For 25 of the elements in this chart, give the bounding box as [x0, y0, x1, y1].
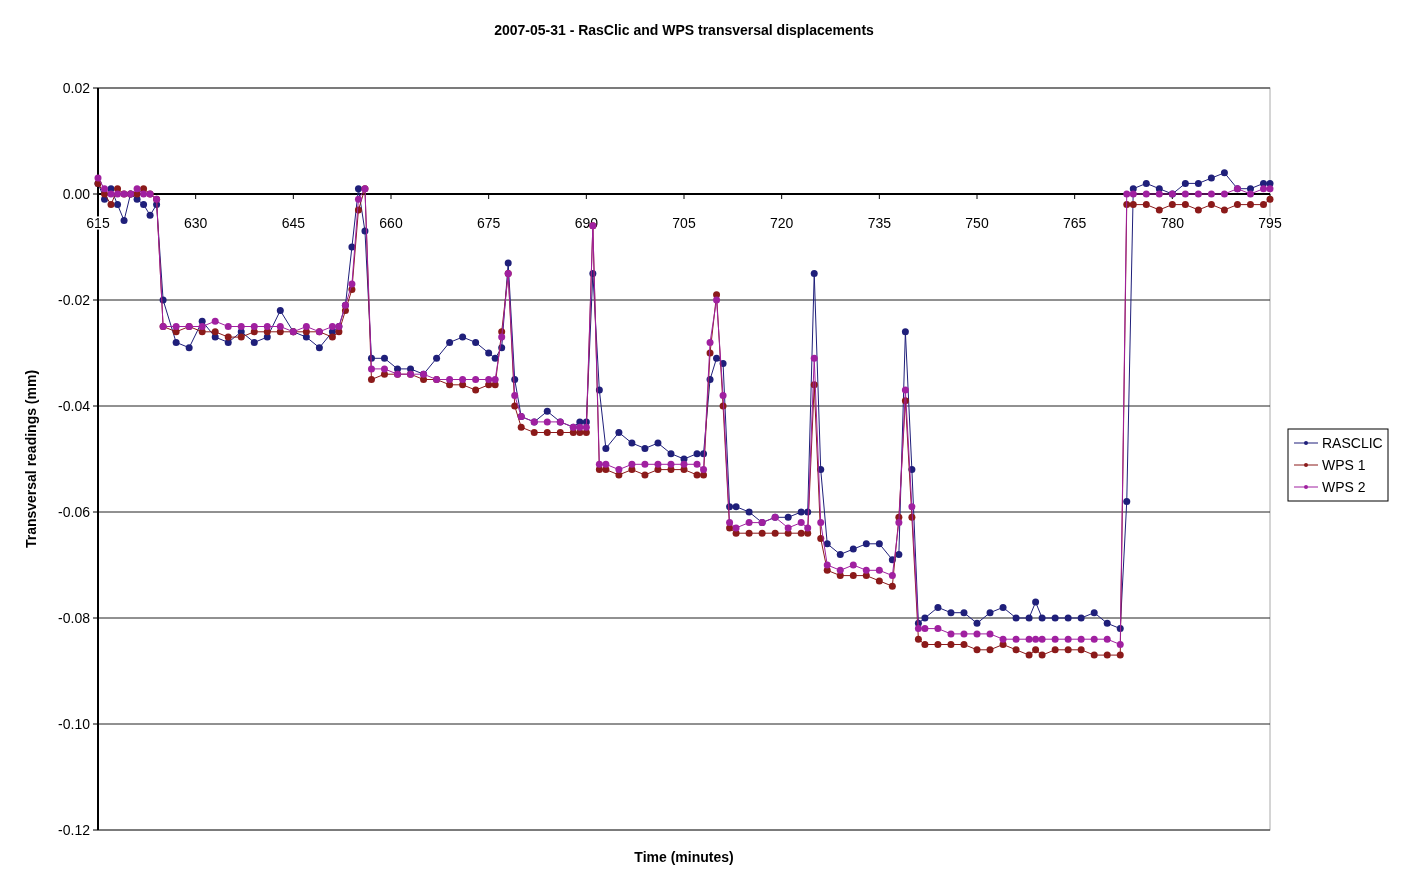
x-tick-label: 735	[867, 215, 892, 231]
x-tick-label: 675	[476, 215, 501, 231]
x-tick-label: 750	[965, 215, 989, 231]
x-tick-label: 630	[183, 215, 208, 231]
y-tick-label: -0.12	[58, 821, 91, 838]
x-tick-label: 705	[672, 215, 696, 231]
x-tick-label: 795	[1258, 215, 1282, 231]
x-tick-label: 780	[1160, 215, 1185, 231]
y-tick-label: -0.06	[58, 503, 91, 520]
x-tick-label: 645	[281, 215, 306, 231]
x-axis-title: Time (minutes)	[634, 849, 734, 865]
x-tick-label: 720	[769, 215, 794, 231]
y-axis-title: Transversal readings (mm)	[23, 369, 39, 549]
y-tick-label: -0.04	[58, 397, 91, 414]
y-tick-label: -0.10	[58, 715, 91, 732]
y-tick-label: -0.02	[58, 291, 91, 308]
y-tick-label: 0.02	[62, 79, 91, 96]
legend-label: WPS 1	[1322, 456, 1366, 473]
x-tick-label: 765	[1062, 215, 1087, 231]
legend-label: WPS 2	[1322, 478, 1366, 495]
y-tick-label: -0.08	[58, 609, 91, 626]
chart-title: 2007-05-31 - RasClic and WPS transversal displacements	[494, 22, 875, 38]
y-tick-label: 0.00	[62, 185, 91, 202]
x-tick-label: 660	[379, 215, 403, 231]
legend-label: RASCLIC	[1322, 434, 1383, 451]
